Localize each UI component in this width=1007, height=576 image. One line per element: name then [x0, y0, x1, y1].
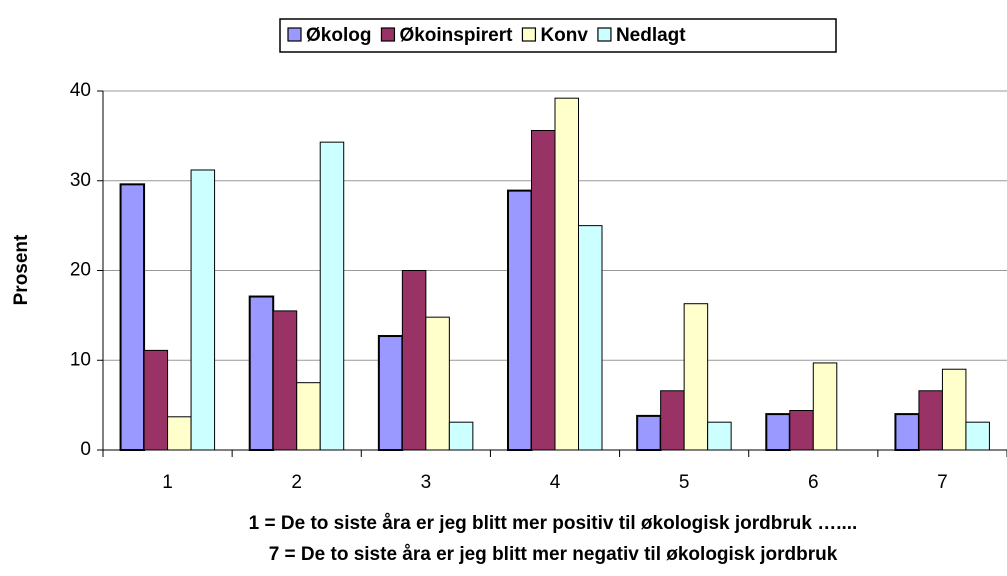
legend-label: Nedlagt: [616, 25, 686, 46]
bar: [941, 368, 967, 451]
bar: [167, 416, 192, 451]
y-tick-label: 10: [70, 349, 91, 370]
legend-label: Konv: [540, 25, 588, 46]
y-tick-label: 40: [70, 80, 91, 101]
x-tick-label: 7: [937, 472, 948, 493]
bar: [683, 303, 709, 451]
legend-swatch: [597, 27, 612, 42]
bar: [965, 421, 990, 451]
bar: [636, 414, 662, 451]
bar: [448, 421, 474, 451]
legend-swatch: [287, 27, 302, 42]
bar: [554, 97, 579, 451]
bar: [894, 413, 920, 452]
bar: [707, 421, 732, 451]
y-tick-label: 30: [70, 170, 91, 191]
bar: [425, 316, 450, 451]
bar: [789, 410, 814, 451]
bar: [377, 335, 404, 451]
x-tick-label: 4: [550, 472, 561, 493]
x-tick-label: 5: [679, 472, 690, 493]
bar: [812, 362, 838, 451]
y-axis-label: Prosent: [11, 234, 32, 305]
bar: [143, 349, 169, 451]
y-tick-label: 20: [70, 260, 91, 281]
x-tick-label: 3: [421, 472, 432, 493]
legend-label: Økolog: [306, 25, 371, 46]
bar: [578, 225, 603, 451]
bar: [660, 390, 685, 451]
legend-box: [279, 18, 837, 53]
bar: [272, 310, 298, 451]
x-axis-label: 7 = De to siste åra er jeg blitt mer neg…: [269, 544, 838, 565]
bar: [401, 270, 427, 451]
bar: [918, 390, 943, 451]
legend-label: Økoinspirert: [399, 25, 513, 46]
bar: [119, 183, 146, 451]
x-tick-label: 1: [162, 472, 173, 493]
legend-swatch: [521, 27, 537, 42]
bar: [765, 413, 791, 452]
legend-swatch: [380, 27, 396, 42]
bar: [531, 129, 556, 451]
x-tick-label: 6: [808, 472, 819, 493]
x-tick-label: 2: [291, 472, 302, 493]
y-tick-label: 0: [80, 439, 91, 460]
bar: [296, 382, 321, 451]
bar: [507, 189, 533, 451]
x-axis-label: 1 = De to siste åra er jeg blitt mer pos…: [249, 513, 858, 534]
bar: [190, 169, 216, 451]
bar: [248, 295, 275, 451]
bar: [319, 141, 345, 451]
